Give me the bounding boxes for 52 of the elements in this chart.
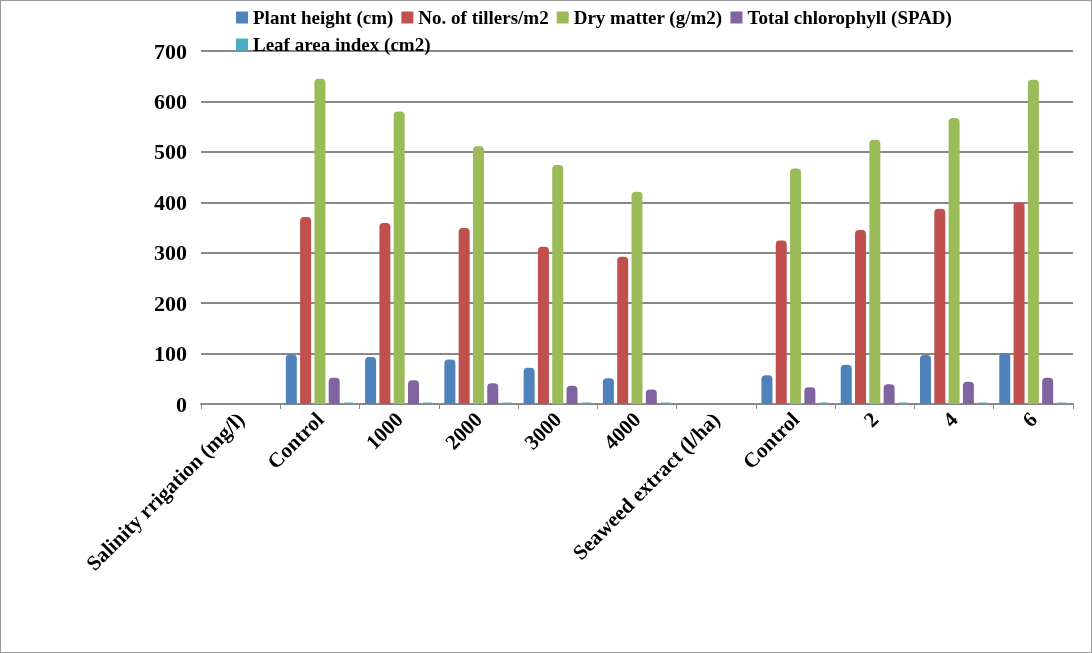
- y-tick-label: 0: [176, 391, 187, 417]
- bar: [962, 381, 974, 404]
- y-tick-label: 100: [154, 341, 187, 367]
- legend-label: No. of tillers/m2: [418, 7, 549, 28]
- y-tick-label: 600: [154, 88, 187, 114]
- bar: [365, 357, 377, 404]
- bar: [1027, 79, 1039, 404]
- bar: [602, 378, 614, 404]
- bar: [855, 230, 867, 404]
- bar: [552, 164, 564, 404]
- bar: [537, 246, 549, 404]
- bar: [300, 216, 312, 404]
- bar: [617, 256, 629, 404]
- y-tick-label: 700: [154, 38, 187, 64]
- y-tick-label: 500: [154, 139, 187, 165]
- bar: [883, 384, 895, 404]
- bar: [645, 389, 657, 404]
- legend-label: Plant height (cm): [253, 7, 394, 29]
- bar: [761, 375, 773, 404]
- x-tick-label: 4: [938, 407, 963, 432]
- bar: [393, 111, 405, 404]
- bar: [314, 78, 326, 404]
- bar: [1042, 377, 1054, 404]
- bar: [631, 191, 643, 404]
- y-tick-label: 200: [154, 290, 187, 316]
- bar: [444, 359, 456, 404]
- x-tick-label: 6: [1017, 407, 1042, 432]
- bar: [804, 387, 816, 404]
- bar: [328, 377, 340, 404]
- y-tick-label: 400: [154, 189, 187, 215]
- bar: [566, 385, 578, 404]
- bar: [523, 367, 535, 404]
- bar: [869, 139, 881, 404]
- y-tick-label: 300: [154, 240, 187, 266]
- bar: [948, 118, 960, 404]
- bar: [790, 168, 802, 404]
- bar: [934, 208, 946, 404]
- legend-label: Leaf area index (cm2): [253, 34, 431, 56]
- bar: [999, 353, 1011, 404]
- bar: [487, 383, 499, 404]
- bar: [775, 240, 787, 404]
- legend-label: Total chlorophyll (SPAD): [747, 7, 952, 29]
- bar: [285, 354, 297, 404]
- bar: [919, 355, 931, 404]
- bar: [472, 146, 484, 404]
- bar: [379, 222, 391, 404]
- bar: [458, 228, 470, 404]
- legend-label: Dry matter (g/m2): [573, 7, 723, 29]
- bar: [1013, 202, 1025, 404]
- bar: [840, 364, 852, 404]
- bar: [407, 380, 419, 404]
- x-tick-label: 2: [858, 407, 884, 432]
